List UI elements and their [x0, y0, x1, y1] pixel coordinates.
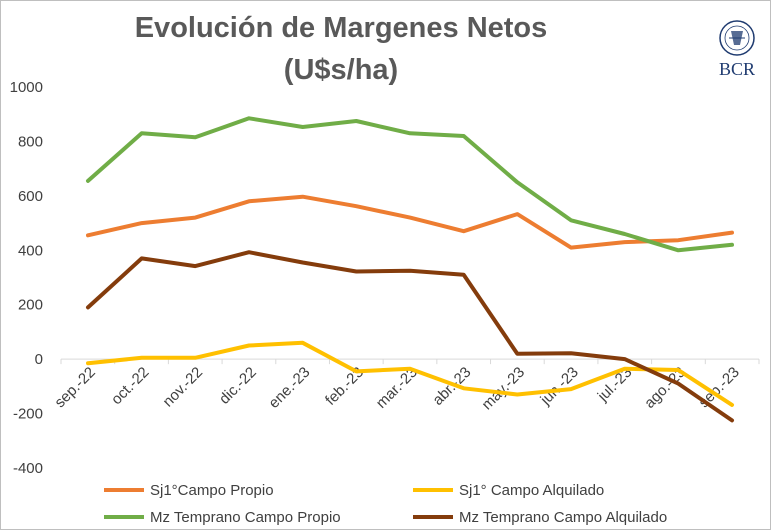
- y-tick-label: -400: [13, 460, 43, 477]
- x-axis-baseline: [60, 358, 760, 365]
- series-lines: [86, 116, 734, 423]
- legend-label: Sj1°Campo Propio: [150, 481, 274, 499]
- chart-subtitle: (U$s/ha): [283, 54, 399, 86]
- x-tick-label: abr.-23: [429, 364, 474, 409]
- legend-swatch: [413, 488, 453, 492]
- x-tick-label: ene.-23: [266, 364, 314, 412]
- x-tick-label: sep.-22: [51, 364, 98, 411]
- bcr-logo: BCR: [707, 19, 767, 89]
- x-tick-label: oct.-22: [108, 364, 152, 408]
- y-axis: -400 -200 0 200 400 600 800 1000: [10, 79, 43, 477]
- y-tick-label: 200: [18, 297, 43, 314]
- series-line-3: [86, 250, 734, 423]
- y-tick-label: 600: [18, 188, 43, 205]
- x-tick-label: nov.-22: [160, 364, 207, 411]
- y-tick-label: 0: [35, 351, 43, 368]
- legend-item-1: Sj1° Campo Alquilado: [413, 480, 604, 500]
- x-tick-label: may.-23: [479, 364, 529, 414]
- y-tick-label: 1000: [10, 79, 43, 96]
- y-tick-label: 800: [18, 133, 43, 150]
- y-tick-label: 400: [18, 242, 43, 259]
- legend-label: Mz Temprano Campo Propio: [150, 508, 341, 526]
- bcr-seal-icon: [719, 20, 755, 56]
- legend-swatch: [413, 515, 453, 519]
- x-tick-label: dic.-22: [216, 364, 260, 408]
- series-line-1: [86, 340, 734, 407]
- legend-item-0: Sj1°Campo Propio: [104, 480, 274, 500]
- chart-title: Evolución de Margenes Netos: [134, 12, 548, 44]
- series-line-2: [86, 116, 734, 253]
- y-tick-label: -200: [13, 406, 43, 423]
- legend-swatch: [104, 515, 144, 519]
- legend-swatch: [104, 488, 144, 492]
- series-line-0: [86, 194, 734, 250]
- legend-item-3: Mz Temprano Campo Alquilado: [413, 507, 667, 527]
- legend-label: Mz Temprano Campo Alquilado: [459, 508, 668, 526]
- legend-item-2: Mz Temprano Campo Propio: [104, 507, 341, 527]
- bcr-logo-text: BCR: [718, 59, 756, 79]
- legend-label: Sj1° Campo Alquilado: [459, 481, 605, 499]
